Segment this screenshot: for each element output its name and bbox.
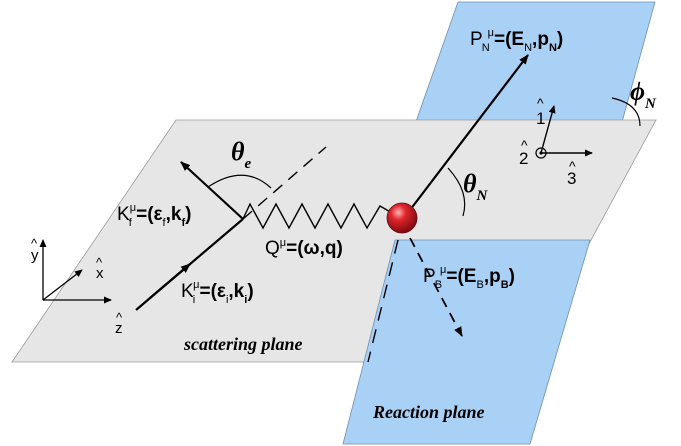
q-label: Qμ=(ω,q) — [265, 237, 343, 259]
axis-x-label: x — [96, 265, 104, 282]
pn-label: PNμ=(EN,pN) — [470, 27, 563, 54]
reaction-plane-label: Reaction plane — [372, 402, 485, 422]
theta-e-label: θe — [231, 137, 252, 172]
reaction-plane-lower — [342, 239, 591, 445]
lab-axis-x-line — [42, 269, 83, 301]
axis-1-label: 1 — [536, 109, 545, 128]
phi-n-label: ϕN — [630, 77, 657, 112]
axis-3-label: 3 — [567, 169, 576, 188]
incoming-extension-dashed — [242, 146, 327, 220]
axis-z-label: z — [115, 320, 123, 337]
axis-1-line — [540, 105, 556, 154]
scattering-plane-label: scattering plane — [183, 334, 303, 354]
incoming-electron-arrow — [149, 263, 191, 299]
axis-z-hat: ^ — [116, 310, 123, 325]
axis-2-label: 2 — [519, 149, 528, 168]
residual-nucleus-arrow — [409, 237, 463, 337]
nucleus-ball — [386, 202, 418, 234]
residual-direction-dashed — [367, 239, 399, 363]
axis-x-hat: ^ — [96, 255, 103, 270]
theta-n-label: θN — [463, 169, 489, 204]
axis-y-label: y — [31, 247, 39, 264]
axis-2-circle — [535, 147, 547, 159]
axis-y-hat: ^ — [31, 236, 38, 251]
axis-2-dot — [539, 151, 543, 155]
axis-2-hat: ^ — [521, 137, 528, 153]
virtual-photon-zigzag — [242, 202, 393, 230]
theta-n-arc — [447, 167, 466, 217]
phi-n-arc — [611, 97, 641, 127]
pb-label: PBμ=(EB,pB) — [423, 264, 515, 291]
kf-label: Kfμ=(εf,kf) — [117, 202, 191, 229]
axis-1-hat: ^ — [537, 95, 544, 111]
outgoing-electron-arrow — [180, 161, 244, 220]
axis-3-hat: ^ — [569, 158, 576, 174]
ki-label: Kiμ=(εi,ki) — [181, 279, 254, 306]
theta-e-arc — [207, 174, 272, 189]
ejected-nucleon-arrow — [409, 54, 529, 211]
